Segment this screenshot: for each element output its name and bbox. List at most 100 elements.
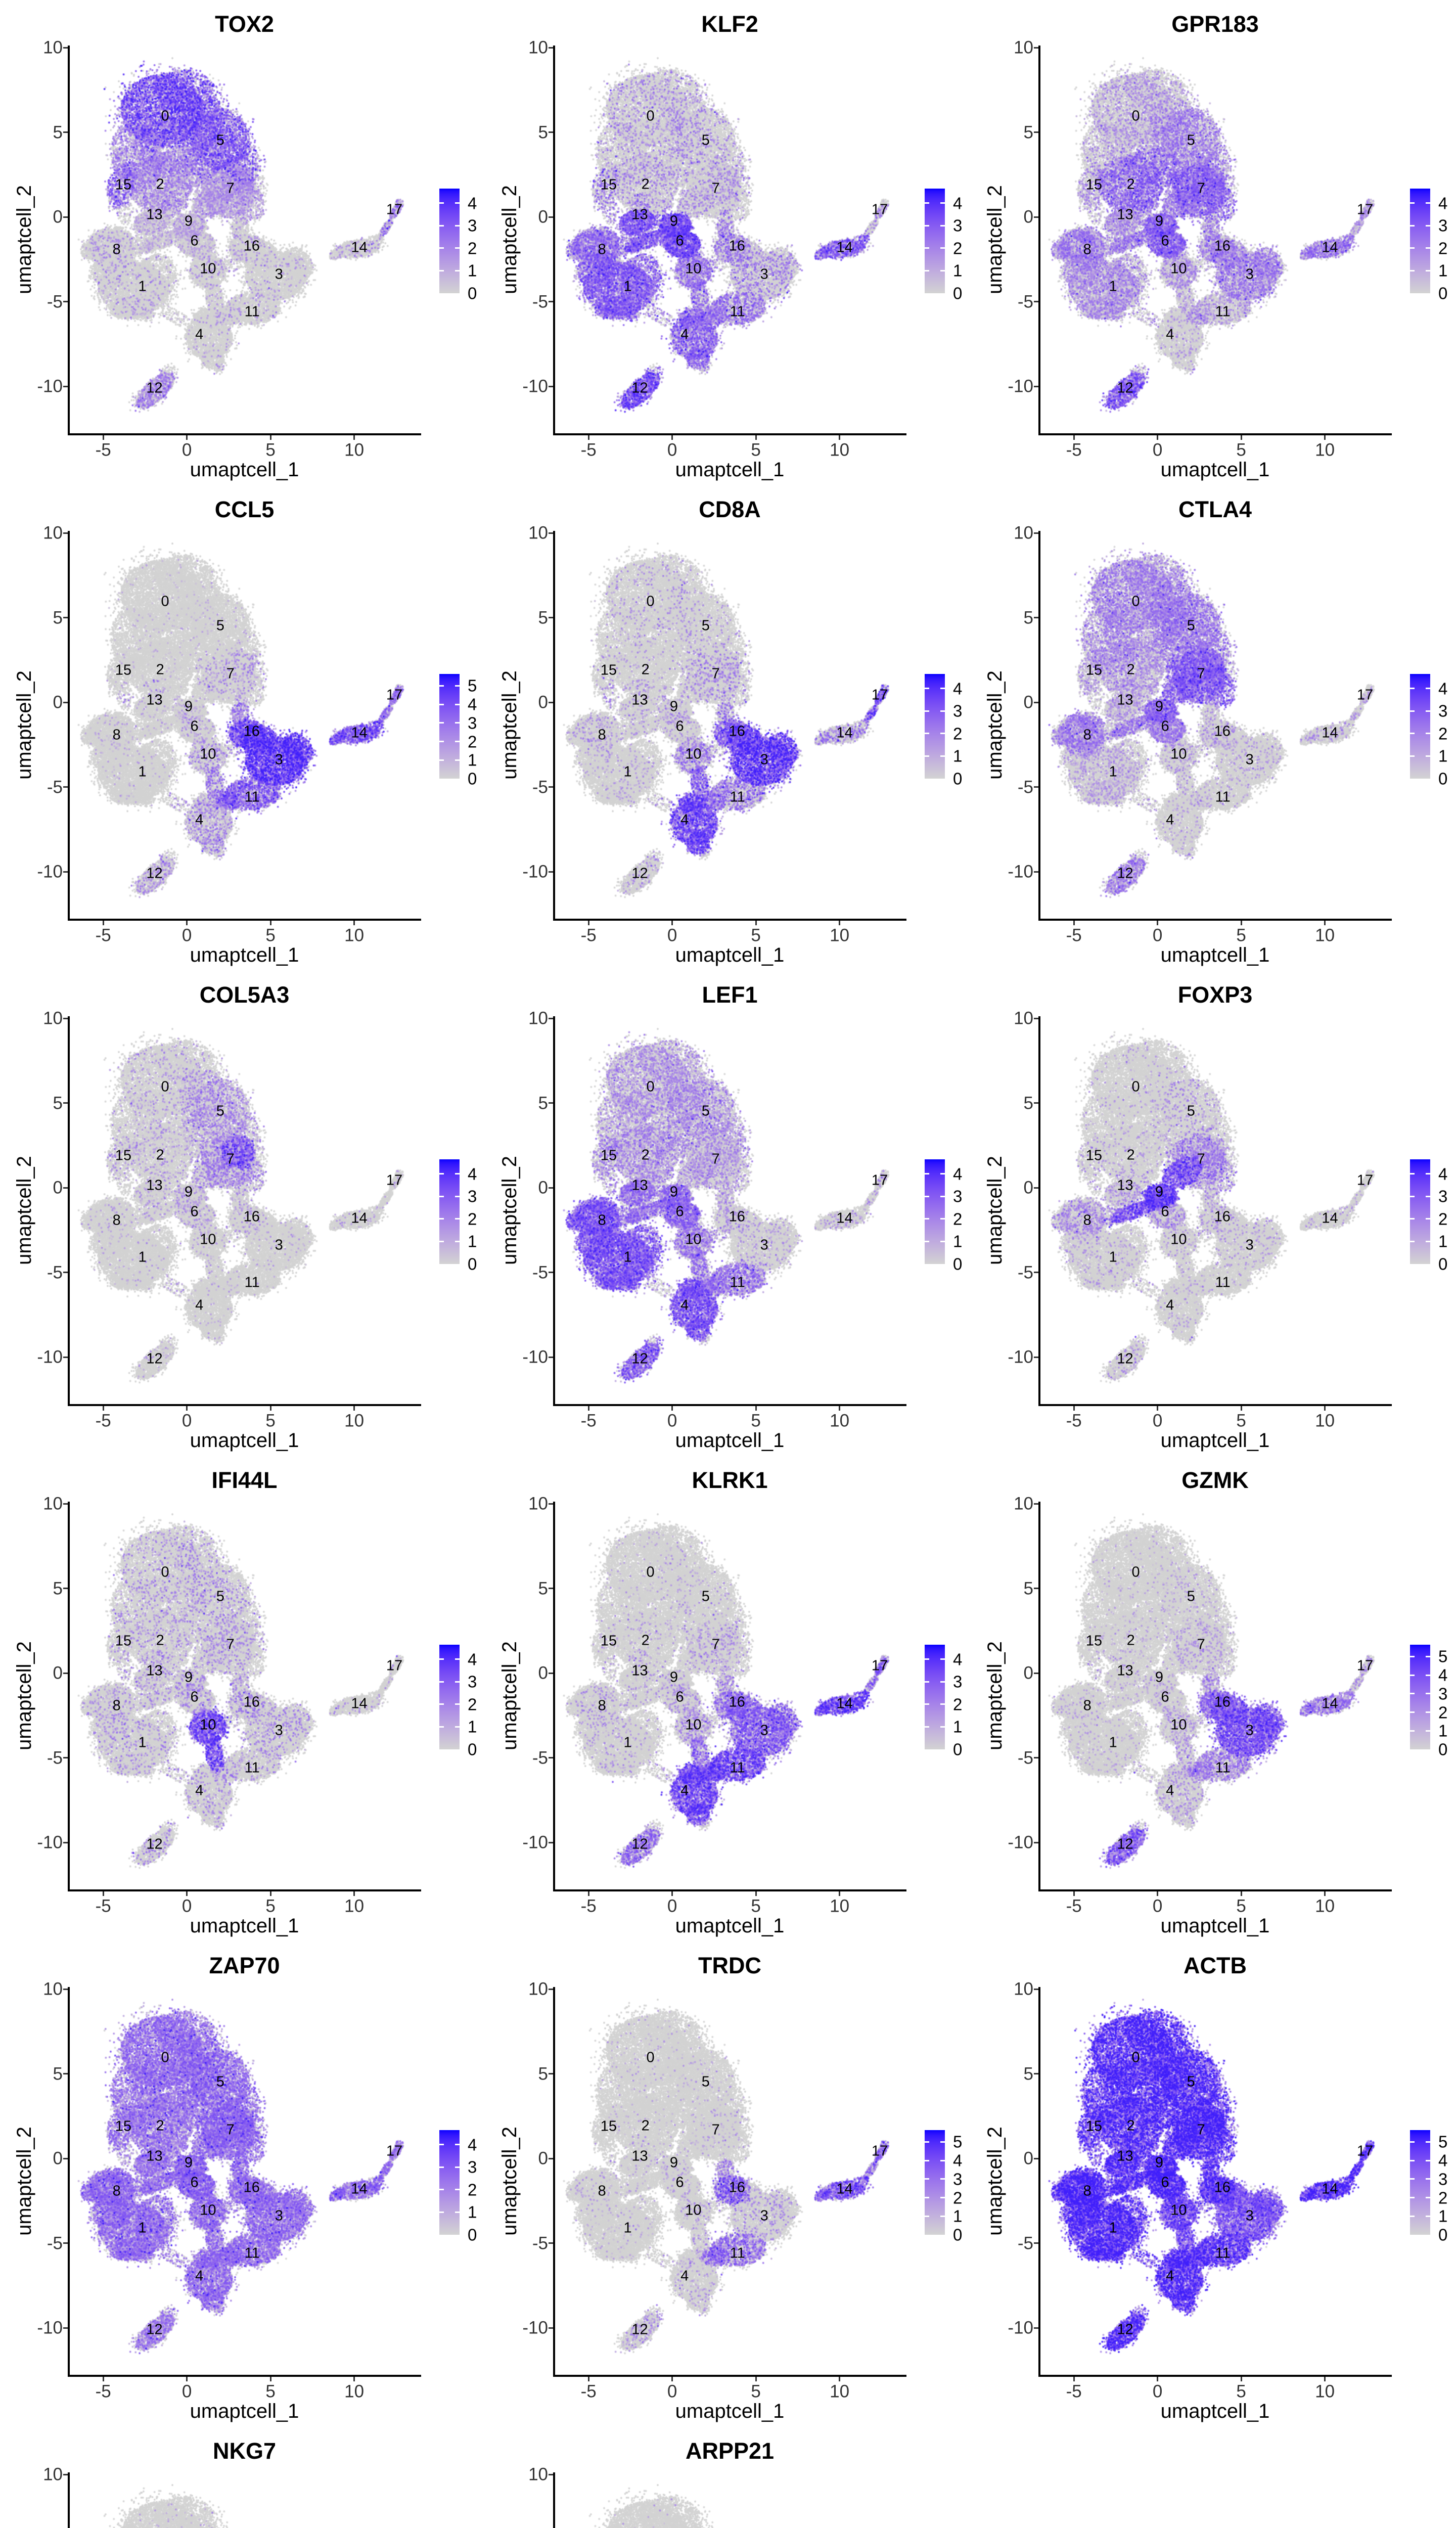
y-tick-label: 0 [1023,207,1033,227]
y-tick-label: 0 [1023,692,1033,712]
colorbar-label: 1 [1438,1232,1448,1251]
cluster-label-10: 10 [200,2202,216,2219]
colorbar-label: 0 [953,769,963,788]
x-tick-mark [1157,921,1159,925]
x-tick-label: 5 [751,1411,761,1431]
y-tick-mark [1034,301,1038,303]
umap-scatter-canvas [555,1502,904,1889]
y-axis-title: umaptcell_2 [984,670,1006,780]
y-tick-mark [549,385,553,387]
cluster-label-10: 10 [1170,1717,1187,1733]
colorbar-label: 5 [1438,1647,1448,1666]
colorbar-tick-mark [925,202,929,204]
cluster-label-5: 5 [701,132,710,149]
y-tick-mark [549,1988,553,1990]
panel-title: KLRK1 [692,1467,768,1493]
panel-title: ACTB [1184,1953,1247,1978]
colorbar-tick-mark [940,224,945,227]
x-tick-mark [102,1891,104,1896]
colorbar-gradient [439,189,460,293]
colorbar-label: 2 [953,1695,963,1714]
colorbar-label: 3 [468,1672,477,1691]
cluster-label-10: 10 [1170,2202,1187,2219]
colorbar-tick-mark [940,2215,945,2217]
cluster-label-2: 2 [641,661,650,678]
y-tick-mark [1034,2073,1038,2075]
cluster-label-13: 13 [1117,1177,1133,1194]
cluster-label-1: 1 [1109,2220,1117,2236]
cluster-label-9: 9 [184,213,193,230]
y-tick-label: 5 [538,2064,548,2084]
cluster-label-14: 14 [1322,1210,1338,1227]
cluster-label-2: 2 [1126,1632,1135,1649]
cluster-label-4: 4 [1166,1297,1174,1314]
y-axis-line [1038,46,1040,435]
panel-title: CTLA4 [1178,496,1252,522]
x-tick-mark [186,1406,188,1411]
y-tick-label: -10 [1008,862,1033,882]
colorbar-label: 4 [468,695,477,714]
x-axis-title: umaptcell_1 [1160,459,1270,481]
cluster-label-10: 10 [200,1717,216,1733]
cluster-label-9: 9 [669,2154,678,2171]
cluster-label-7: 7 [711,2121,720,2138]
cluster-label-10: 10 [200,1231,216,1248]
colorbar-tick-mark [925,1726,929,1728]
colorbar-tick-mark [1426,1195,1430,1197]
y-tick-mark [1034,47,1038,49]
cluster-label-14: 14 [351,1210,368,1227]
y-axis-line [68,46,70,435]
x-tick-label: 10 [830,1411,850,1431]
cluster-label-17: 17 [386,687,403,703]
colorbar-tick-mark [1410,247,1415,249]
colorbar-tick-mark [925,224,929,227]
colorbar-tick-mark [439,685,444,687]
cluster-label-4: 4 [195,1297,204,1314]
colorbar-label: 2 [1438,239,1448,258]
y-axis-title: umaptcell_2 [984,1156,1006,1265]
x-tick-label: 0 [1152,1896,1163,1916]
cluster-label-13: 13 [631,692,648,708]
cluster-label-2: 2 [641,2117,650,2134]
colorbar-label: 2 [468,2180,477,2199]
colorbar-label: 2 [468,1209,477,1229]
x-tick-label: 5 [751,925,761,945]
x-tick-label: -5 [580,1896,597,1916]
y-tick-mark [63,1503,68,1505]
colorbar-label: 0 [953,2225,963,2244]
x-tick-mark [839,1406,841,1411]
cluster-label-2: 2 [641,1632,650,1649]
x-tick-label: -5 [95,1411,111,1431]
cluster-label-1: 1 [1109,763,1117,780]
x-tick-mark [1240,1406,1242,1411]
colorbar-tick-mark [1410,2215,1415,2217]
y-tick-label: -10 [522,1832,548,1853]
colorbar-tick-mark [1410,1674,1415,1676]
cluster-label-1: 1 [623,1249,632,1266]
colorbar-tick-mark [455,1218,460,1220]
x-tick-label: 10 [830,2381,850,2402]
cluster-label-4: 4 [195,811,204,828]
panel-title: COL5A3 [199,982,290,1008]
cluster-label-17: 17 [386,201,403,218]
panel-title: TOX2 [215,11,274,37]
cluster-label-13: 13 [631,2148,648,2164]
y-tick-mark [63,786,68,788]
y-tick-mark [1034,871,1038,873]
colorbar-tick-mark [439,741,444,743]
y-tick-mark [549,871,553,873]
colorbar-label: 3 [468,1187,477,1206]
x-axis-title: umaptcell_1 [675,1915,785,1937]
y-tick-mark [1034,1102,1038,1104]
colorbar-label: 1 [953,2206,963,2226]
colorbar-tick-mark [1426,688,1430,690]
x-tick-label: 10 [830,1896,850,1916]
colorbar-tick-mark [1410,269,1415,272]
y-tick-mark [63,871,68,873]
cluster-label-13: 13 [1117,206,1133,223]
y-axis-line [553,531,555,921]
colorbar-tick-mark [925,710,929,712]
